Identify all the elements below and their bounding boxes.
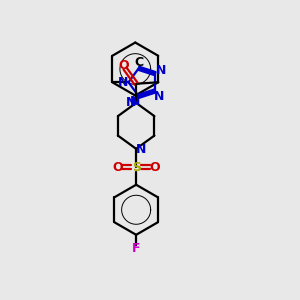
Text: C: C [134, 56, 143, 69]
Text: F: F [132, 242, 140, 255]
Text: O: O [112, 160, 123, 174]
Text: N: N [154, 90, 164, 103]
Text: S: S [132, 160, 141, 174]
Text: N: N [130, 95, 140, 108]
Text: N: N [117, 76, 128, 89]
Text: O: O [118, 59, 129, 72]
Text: O: O [149, 160, 160, 174]
Text: N: N [126, 96, 136, 109]
Text: N: N [136, 143, 147, 156]
Text: N: N [156, 64, 166, 77]
